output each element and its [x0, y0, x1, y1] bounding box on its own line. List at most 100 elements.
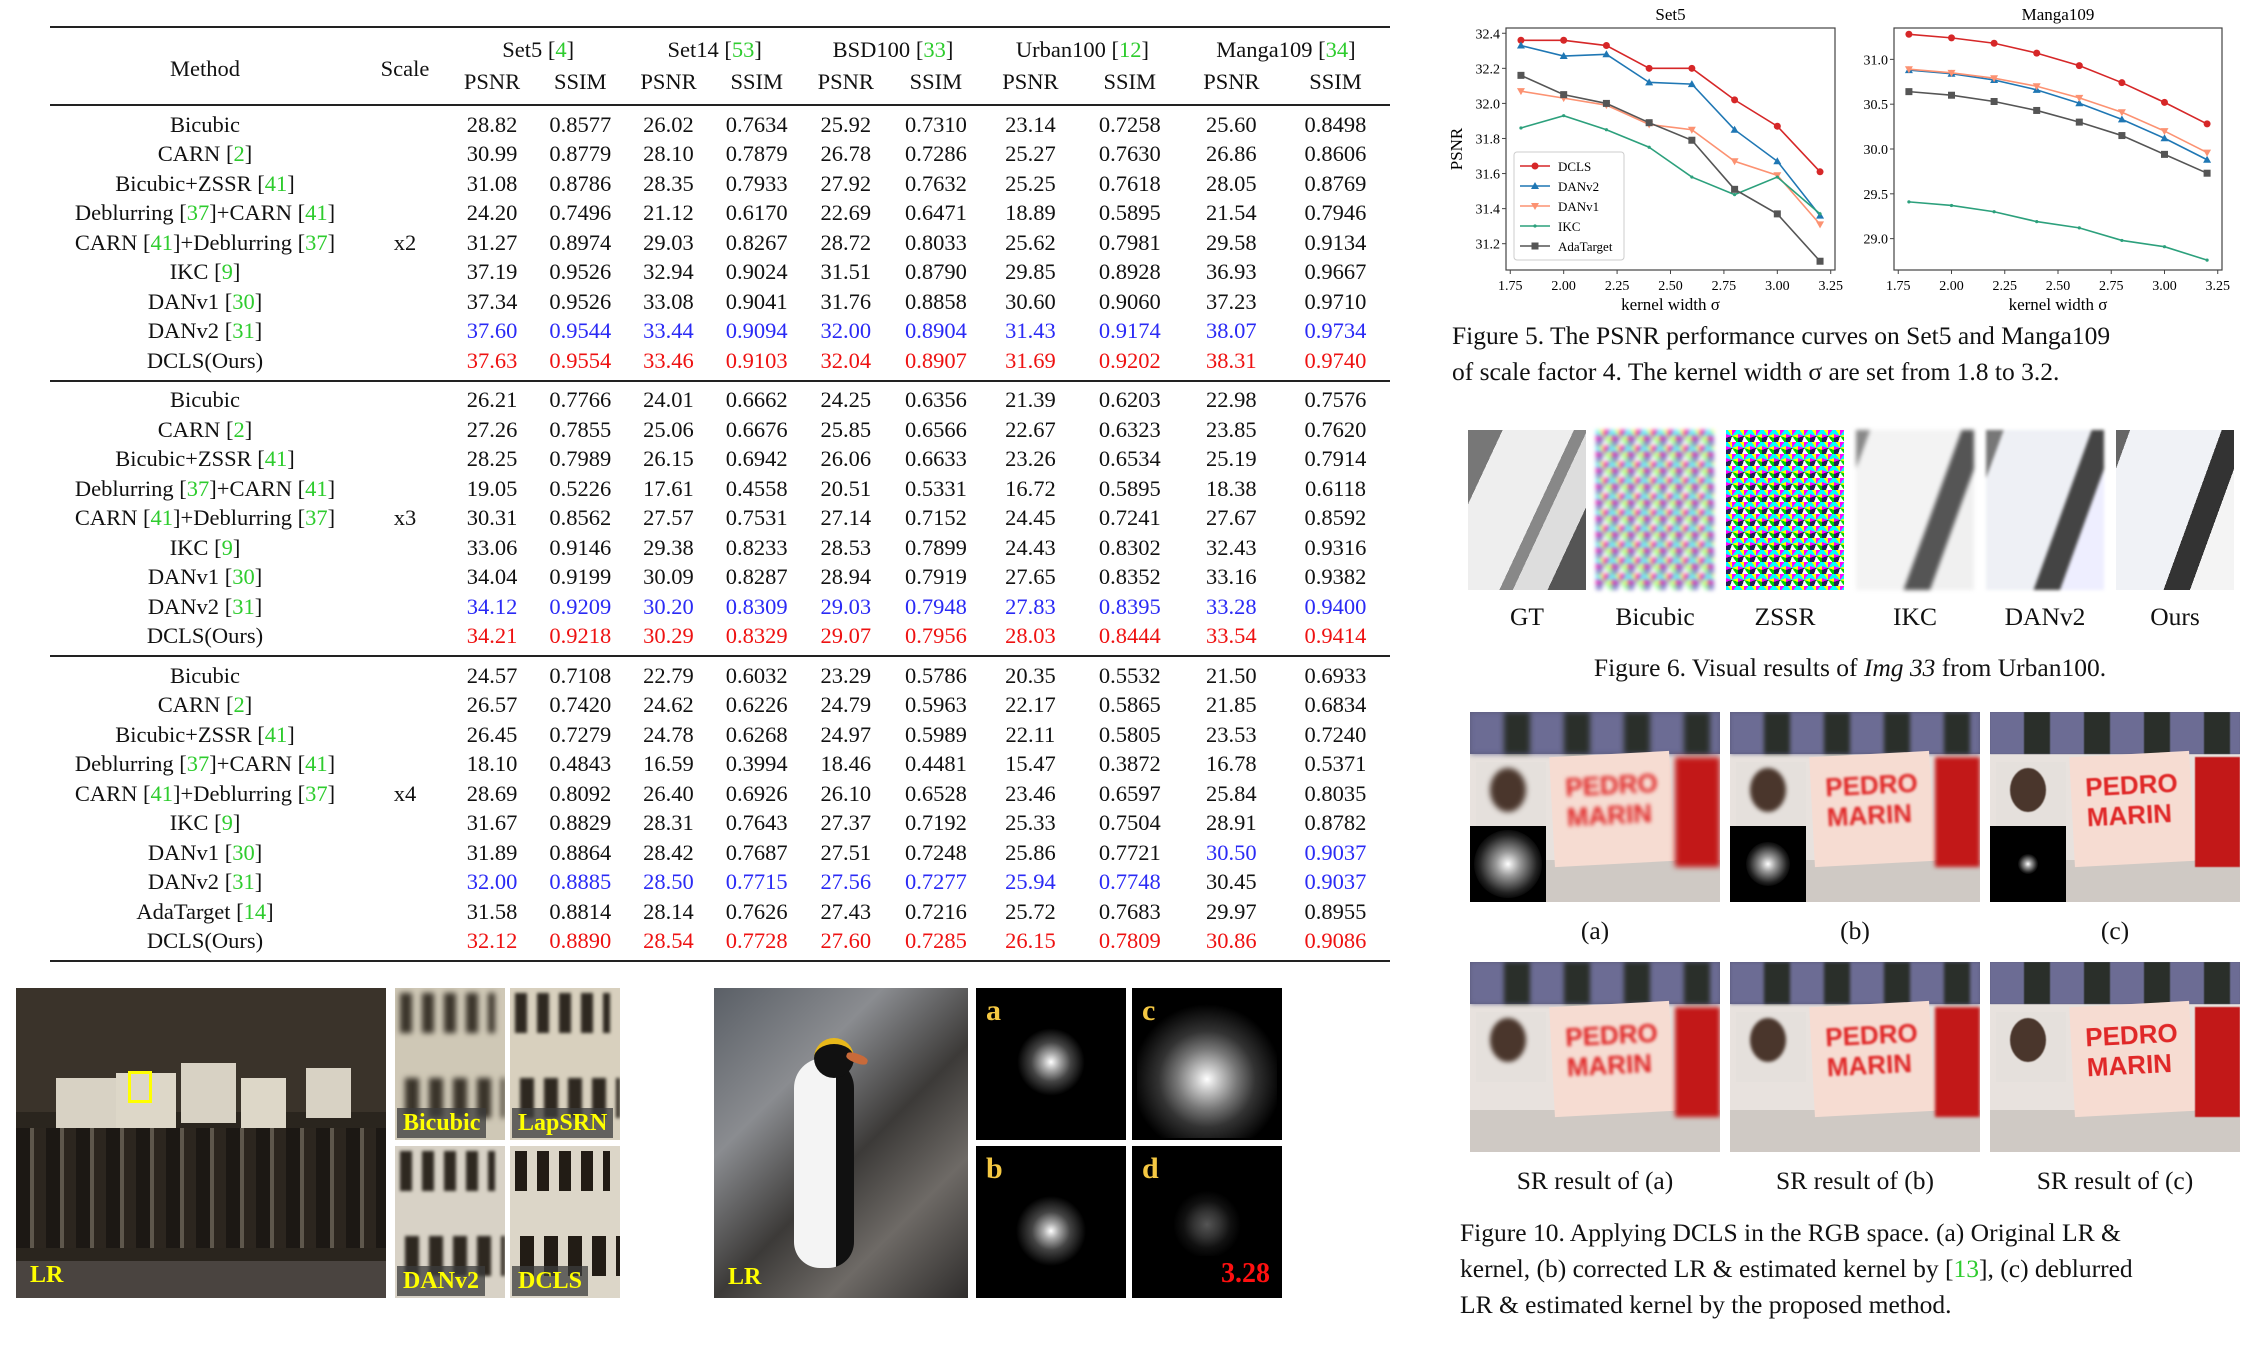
citation-link[interactable]: 41	[264, 170, 288, 196]
ssim-cell: 0.4558	[725, 475, 788, 501]
citation-link[interactable]: 41	[150, 505, 174, 531]
ssim-cell: 0.9199	[549, 564, 612, 590]
scale-cell	[360, 563, 450, 593]
citation-link[interactable]: 37	[186, 200, 210, 226]
figure6-caption: Figure 6. Visual results of Img 33 from …	[1593, 653, 2107, 682]
citation-link[interactable]: 14	[243, 898, 267, 924]
method-cell: Deblurring [37]+CARN [41]	[74, 751, 336, 777]
psnr-cell: 26.15	[643, 446, 694, 472]
psnr-cell: 38.07	[1206, 318, 1257, 344]
citation-link[interactable]: 41	[305, 751, 328, 777]
psnr-cell: 29.38	[643, 534, 694, 560]
citation-link[interactable]: 2	[233, 692, 245, 718]
psnr-cell: 32.94	[643, 259, 694, 285]
method-cell: DANv1 [30]	[147, 839, 263, 865]
table-row: DANv1 [30] 37.34 0.9526 33.08 0.9041 31.76 0.8…	[50, 287, 1390, 317]
citation-link[interactable]: 41	[305, 475, 328, 501]
crop-danv2-wilson: DANv2	[395, 1146, 505, 1298]
psnr-cell: 32.00	[820, 318, 872, 344]
crop-ikc	[1856, 430, 1974, 590]
header-psnr: PSNR	[1002, 69, 1059, 94]
penguin-lr-image: LR	[714, 988, 968, 1298]
citation-link[interactable]: 2	[233, 416, 245, 442]
suffrage-lr-image: LR	[16, 988, 386, 1298]
crop-label: DANv2	[2004, 602, 2086, 631]
psnr-cell: 16.78	[1206, 751, 1257, 777]
ssim-cell: 0.9554	[549, 347, 612, 373]
ssim-cell: 0.9209	[549, 593, 612, 619]
ssim-cell: 0.7108	[549, 662, 612, 688]
psnr-cell: 37.63	[466, 347, 518, 373]
psnr-cell: 29.58	[1206, 229, 1257, 255]
citation-link[interactable]: 41	[150, 229, 174, 255]
header-method: Method	[170, 56, 240, 81]
ssim-cell: 0.5805	[1098, 721, 1161, 747]
table-row: AdaTarget [14] 31.58 0.8814 28.14 0.7626 27.4…	[50, 897, 1390, 927]
citation-link[interactable]: 31	[232, 869, 255, 895]
method-cell: Bicubic	[170, 387, 240, 413]
citation-link[interactable]: 53	[731, 37, 755, 62]
citation-link[interactable]: 37	[186, 475, 210, 501]
psnr-cell: 29.07	[820, 623, 872, 649]
psnr-cell: 31.51	[820, 259, 872, 285]
psnr-cell: 21.50	[1206, 662, 1257, 688]
citation-link[interactable]: 30	[232, 564, 255, 590]
ssim-cell: 0.6566	[904, 416, 967, 442]
citation-link[interactable]: 9	[221, 259, 233, 285]
citation-link[interactable]: 33	[923, 37, 946, 62]
citation-link[interactable]: 41	[264, 721, 288, 747]
psnr-cell: 30.20	[643, 593, 694, 619]
method-cell: DCLS(Ours)	[146, 623, 264, 649]
citation-link[interactable]: 2	[233, 141, 245, 167]
psnr-cell: 30.09	[643, 564, 694, 590]
scale-cell	[360, 720, 450, 750]
svg-text:AdaTarget: AdaTarget	[1558, 239, 1613, 254]
citation-link[interactable]: 12	[1118, 37, 1142, 62]
psnr-cell: 27.14	[820, 505, 872, 531]
kernel-letter: c	[1142, 994, 1156, 1027]
psnr-cell: 28.14	[643, 898, 694, 924]
citation-link[interactable]: 37	[305, 229, 328, 255]
psnr-cell: 27.57	[643, 505, 694, 531]
citation-link[interactable]: 30	[232, 288, 255, 314]
ssim-cell: 0.7809	[1098, 928, 1161, 954]
psnr-cell: 28.25	[466, 446, 518, 472]
citation-link[interactable]: 37	[186, 751, 210, 777]
ssim-cell: 0.6226	[725, 692, 788, 718]
citation-link[interactable]: 34	[1325, 37, 1349, 62]
citation-link[interactable]: 13	[1953, 1254, 1980, 1283]
citation-link[interactable]: 41	[264, 446, 288, 472]
svg-text:3.25: 3.25	[2205, 279, 2230, 294]
citation-link[interactable]: 9	[221, 810, 233, 836]
svg-text:31.2: 31.2	[1476, 238, 1501, 253]
ssim-cell: 0.6942	[725, 446, 788, 472]
scale-cell	[360, 691, 450, 721]
ssim-cell: 0.8790	[904, 259, 967, 285]
citation-link[interactable]: 31	[232, 318, 255, 344]
ssim-cell: 0.7981	[1098, 229, 1161, 255]
citation-link[interactable]: 37	[305, 505, 328, 531]
psnr-cell: 33.08	[643, 288, 694, 314]
ssim-cell: 0.9024	[725, 259, 788, 285]
citation-link[interactable]: 9	[221, 534, 233, 560]
psnr-cell: 20.35	[1005, 662, 1056, 688]
ssim-cell: 0.5331	[904, 475, 967, 501]
svg-text:2.25: 2.25	[1605, 279, 1630, 294]
psnr-cell: 21.39	[1005, 387, 1056, 413]
psnr-cell: 18.10	[466, 751, 518, 777]
series-DANv1	[1908, 68, 2208, 154]
citation-link[interactable]: 41	[150, 780, 174, 806]
psnr-cell: 37.23	[1206, 288, 1257, 314]
crop-bicubic	[1596, 430, 1714, 590]
citation-link[interactable]: 30	[232, 839, 255, 865]
psnr-cell: 26.02	[643, 111, 694, 137]
citation-link[interactable]: 41	[305, 200, 328, 226]
citation-link[interactable]: 31	[232, 593, 255, 619]
svg-text:1.75: 1.75	[1886, 279, 1911, 294]
citation-link[interactable]: 37	[305, 780, 328, 806]
ssim-cell: 0.4843	[549, 751, 612, 777]
ssim-cell: 0.5989	[904, 721, 967, 747]
psnr-cell: 16.59	[643, 751, 694, 777]
ssim-cell: 0.7630	[1098, 141, 1161, 167]
citation-link[interactable]: 4	[555, 37, 567, 62]
